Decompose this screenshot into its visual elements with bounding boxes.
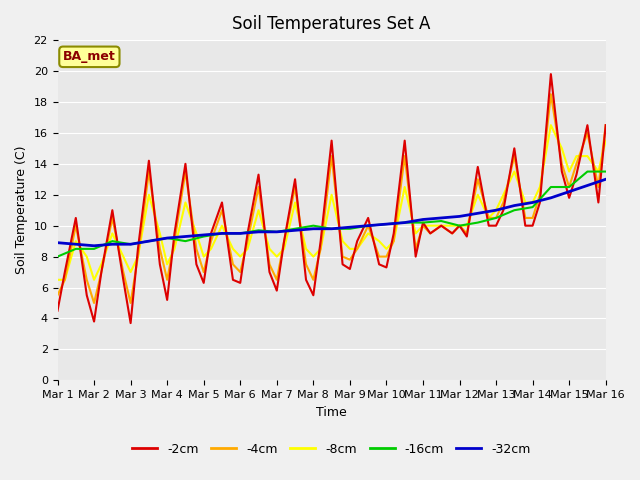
X-axis label: Time: Time — [316, 406, 347, 419]
Text: BA_met: BA_met — [63, 50, 116, 63]
Legend: -2cm, -4cm, -8cm, -16cm, -32cm: -2cm, -4cm, -8cm, -16cm, -32cm — [127, 438, 536, 461]
Y-axis label: Soil Temperature (C): Soil Temperature (C) — [15, 146, 28, 275]
Title: Soil Temperatures Set A: Soil Temperatures Set A — [232, 15, 431, 33]
